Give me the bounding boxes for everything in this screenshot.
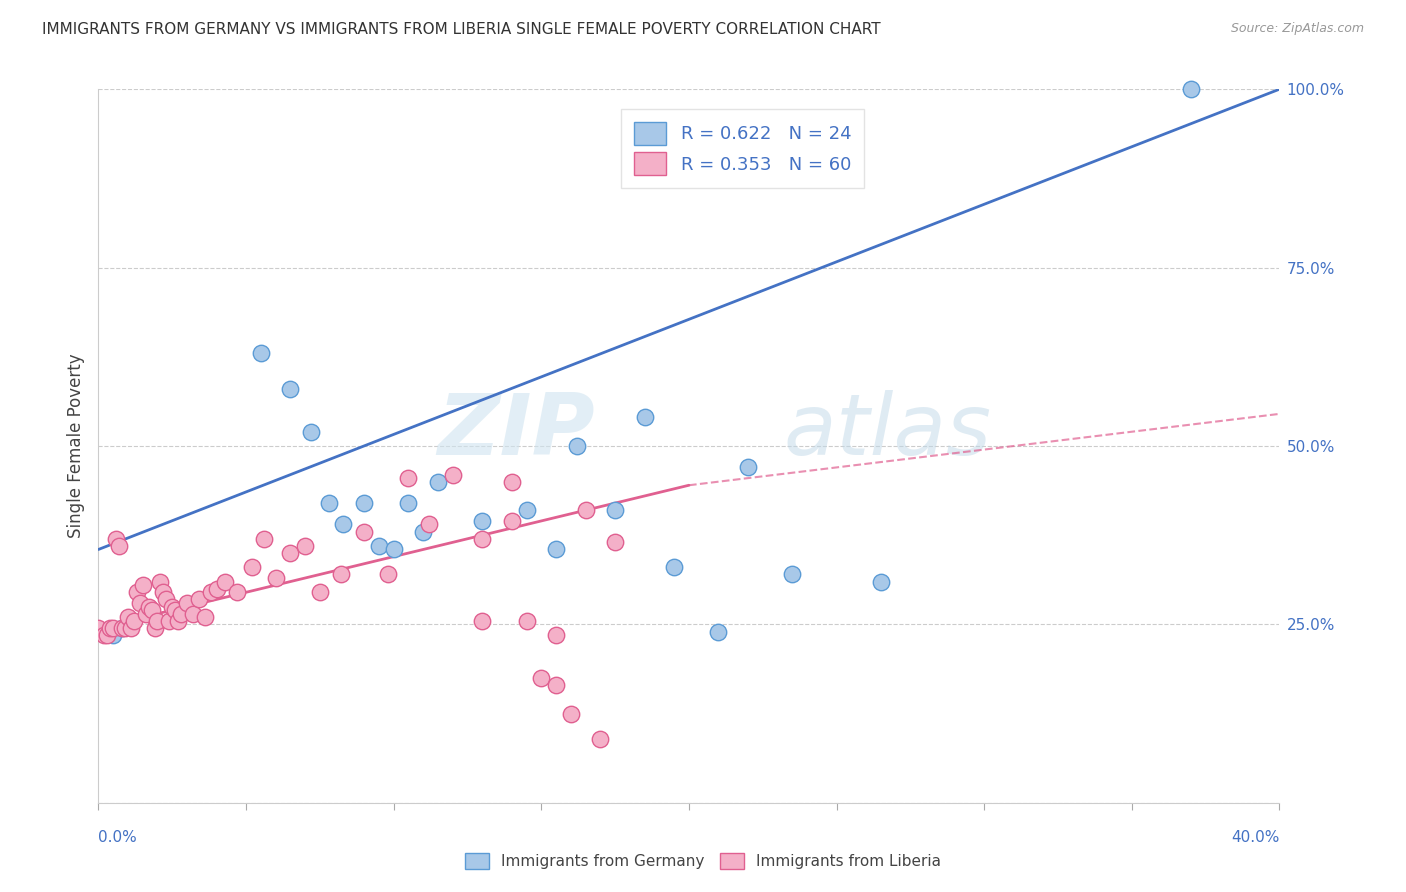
Point: [120, 621, 142, 635]
Point: [546, 678, 568, 692]
Point: [138, 599, 160, 614]
Point: [96, 628, 118, 642]
Point: [250, 346, 273, 360]
Point: [176, 596, 198, 610]
Point: [589, 731, 612, 746]
Point: [501, 475, 523, 489]
Point: [412, 524, 434, 539]
Point: [143, 621, 166, 635]
Point: [782, 567, 804, 582]
Point: [427, 475, 450, 489]
Point: [418, 517, 440, 532]
Text: Source: ZipAtlas.com: Source: ZipAtlas.com: [1230, 22, 1364, 36]
Point: [117, 610, 139, 624]
Point: [152, 585, 174, 599]
Point: [605, 535, 627, 549]
Point: [368, 539, 391, 553]
Point: [253, 532, 276, 546]
Text: 40.0%: 40.0%: [1232, 830, 1279, 845]
Point: [471, 614, 494, 628]
Point: [353, 496, 375, 510]
Text: ZIP: ZIP: [437, 390, 595, 474]
Point: [501, 514, 523, 528]
Point: [294, 539, 316, 553]
Point: [103, 628, 125, 642]
Point: [441, 467, 464, 482]
Point: [318, 496, 340, 510]
Point: [546, 628, 568, 642]
Point: [114, 621, 136, 635]
Point: [382, 542, 405, 557]
Point: [353, 524, 375, 539]
Point: [515, 614, 537, 628]
Point: [605, 503, 627, 517]
Y-axis label: Single Female Poverty: Single Female Poverty: [66, 354, 84, 538]
Point: [396, 496, 419, 510]
Point: [214, 574, 236, 589]
Legend: Immigrants from Germany, Immigrants from Liberia: Immigrants from Germany, Immigrants from…: [458, 847, 948, 875]
Point: [309, 585, 332, 599]
Point: [1180, 82, 1202, 96]
Point: [200, 585, 222, 599]
Point: [530, 671, 553, 685]
Point: [103, 621, 125, 635]
Point: [93, 628, 115, 642]
Point: [226, 585, 249, 599]
Point: [471, 532, 494, 546]
Point: [155, 592, 177, 607]
Point: [157, 614, 180, 628]
Point: [332, 517, 354, 532]
Point: [278, 382, 302, 396]
Point: [377, 567, 399, 582]
Point: [170, 607, 193, 621]
Point: [132, 578, 155, 592]
Point: [135, 607, 157, 621]
Point: [167, 614, 190, 628]
Point: [264, 571, 287, 585]
Point: [128, 596, 150, 610]
Point: [633, 410, 655, 425]
Point: [122, 614, 145, 628]
Point: [515, 503, 537, 517]
Point: [105, 532, 128, 546]
Point: [194, 610, 217, 624]
Text: atlas: atlas: [783, 390, 991, 474]
Point: [108, 539, 131, 553]
Text: 0.0%: 0.0%: [98, 830, 138, 845]
Point: [546, 542, 568, 557]
Legend: R = 0.622   N = 24, R = 0.353   N = 60: R = 0.622 N = 24, R = 0.353 N = 60: [621, 109, 865, 188]
Point: [574, 503, 596, 517]
Point: [111, 621, 134, 635]
Point: [329, 567, 352, 582]
Point: [141, 603, 163, 617]
Point: [664, 560, 686, 574]
Point: [205, 582, 228, 596]
Point: [299, 425, 322, 439]
Point: [565, 439, 588, 453]
Point: [125, 585, 148, 599]
Point: [396, 471, 419, 485]
Text: IMMIGRANTS FROM GERMANY VS IMMIGRANTS FROM LIBERIA SINGLE FEMALE POVERTY CORRELA: IMMIGRANTS FROM GERMANY VS IMMIGRANTS FR…: [42, 22, 880, 37]
Point: [165, 603, 187, 617]
Point: [181, 607, 204, 621]
Point: [187, 592, 209, 607]
Point: [869, 574, 891, 589]
Point: [149, 574, 172, 589]
Point: [737, 460, 759, 475]
Point: [146, 614, 169, 628]
Point: [98, 621, 121, 635]
Point: [111, 621, 134, 635]
Point: [560, 706, 582, 721]
Point: [707, 624, 730, 639]
Point: [87, 621, 110, 635]
Point: [278, 546, 302, 560]
Point: [162, 599, 183, 614]
Point: [471, 514, 494, 528]
Point: [240, 560, 263, 574]
